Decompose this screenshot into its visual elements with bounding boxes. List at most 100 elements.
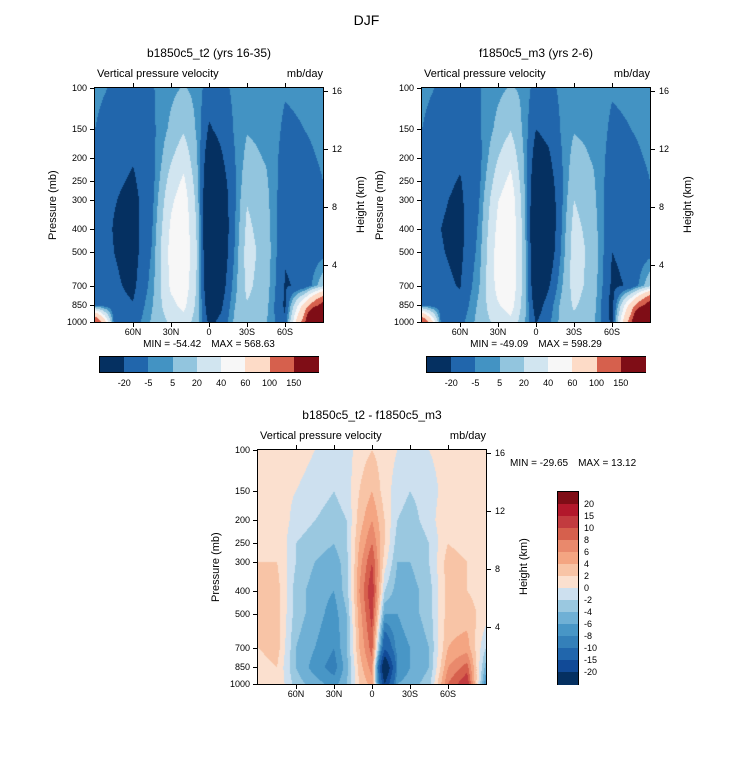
colorbar-segment bbox=[558, 588, 578, 601]
lat-tick-label: 0 bbox=[206, 327, 212, 337]
colorbar-tick-label: 4 bbox=[584, 559, 590, 569]
colorbar-segment bbox=[558, 648, 578, 661]
colorbar-segment bbox=[523, 357, 549, 372]
colorbar-tick-label: 2 bbox=[584, 571, 590, 581]
pressure-tick-label: 150 bbox=[71, 124, 87, 135]
lat-tick-label: 60S bbox=[603, 327, 620, 337]
colorbar-tick-label: 40 bbox=[543, 378, 554, 388]
height-tickmark bbox=[487, 569, 491, 570]
pressure-tick-label: 250 bbox=[234, 538, 250, 549]
pressure-tickmark bbox=[253, 667, 257, 668]
lat-tickmark bbox=[372, 445, 373, 449]
variable-label: Vertical pressure velocity bbox=[97, 68, 219, 80]
lat-tickmark bbox=[612, 83, 613, 87]
colorbar-tick-label: -5 bbox=[471, 378, 480, 388]
minmax-stats: MIN = -29.65 MAX = 13.12 bbox=[510, 458, 720, 472]
height-tick-label: 16 bbox=[495, 448, 506, 458]
pressure-tick-label: 100 bbox=[398, 83, 414, 93]
pressure-tick-label: 400 bbox=[398, 223, 414, 234]
lat-tick-label: 0 bbox=[369, 689, 375, 699]
colorbar-segment bbox=[558, 600, 578, 613]
pressure-tick-label: 100 bbox=[71, 83, 87, 93]
colorbar-segment bbox=[548, 357, 573, 372]
heatmap-canvas bbox=[95, 88, 323, 322]
pressure-tick-label: 700 bbox=[398, 280, 414, 291]
colorbar-tick-label: 60 bbox=[240, 378, 251, 388]
units-label: mb/day bbox=[286, 68, 323, 80]
lat-tickmark bbox=[448, 445, 449, 449]
height-tickmark bbox=[651, 207, 655, 208]
lat-tick-label: 30N bbox=[325, 689, 343, 699]
lat-tickmark bbox=[209, 323, 210, 327]
pressure-tickmark bbox=[253, 491, 257, 492]
lat-tickmark bbox=[133, 83, 134, 87]
height-tick-label: 8 bbox=[495, 564, 501, 575]
colorbar-segment bbox=[558, 492, 578, 505]
colorbar bbox=[99, 356, 319, 373]
pressure-tickmark bbox=[90, 305, 94, 306]
lat-tickmark bbox=[296, 685, 297, 689]
pressure-tick-label: 300 bbox=[71, 194, 87, 205]
colorbar-tick-label: 100 bbox=[589, 378, 605, 388]
pressure-tick-label: 100 bbox=[234, 445, 250, 455]
colorbar-tick-label: -20 bbox=[444, 378, 458, 388]
lat-tickmark bbox=[536, 323, 537, 327]
colorbar-tick-label: 8 bbox=[584, 535, 590, 545]
pressure-tickmark bbox=[417, 322, 421, 323]
lat-tick-label: 60S bbox=[276, 327, 293, 337]
pressure-tickmark bbox=[417, 305, 421, 306]
colorbar-segment bbox=[124, 357, 150, 372]
colorbar-segment bbox=[100, 357, 125, 372]
lat-tickmark bbox=[171, 323, 172, 327]
colorbar-segment bbox=[172, 357, 198, 372]
pressure-tickmark bbox=[253, 648, 257, 649]
colorbar-segment bbox=[427, 357, 452, 372]
pressure-tick-label: 200 bbox=[71, 153, 87, 164]
colorbar-segment bbox=[558, 612, 578, 625]
colorbar-segment bbox=[558, 564, 578, 577]
colorbar-tick-label: -10 bbox=[584, 643, 598, 653]
pressure-tick-label: 300 bbox=[234, 556, 250, 567]
pressure-tick-label: 1000 bbox=[66, 317, 87, 327]
height-tick-label: 16 bbox=[659, 86, 670, 96]
max-value: MAX = 13.12 bbox=[578, 458, 637, 469]
colorbar-tick-label: -2 bbox=[584, 595, 593, 605]
height-tick-label: 4 bbox=[495, 622, 501, 633]
height-tickmark bbox=[324, 149, 328, 150]
pressure-tick-label: 1000 bbox=[229, 679, 250, 689]
panel-title: f1850c5_m3 (yrs 2-6) bbox=[478, 46, 594, 60]
lat-tickmark bbox=[574, 323, 575, 327]
colorbar-segment bbox=[558, 552, 578, 565]
colorbar-tick-label: 150 bbox=[286, 378, 302, 388]
pressure-tickmark bbox=[90, 200, 94, 201]
pressure-tickmark bbox=[90, 181, 94, 182]
min-value: MIN = -29.65 bbox=[510, 458, 569, 469]
pressure-tick-label: 700 bbox=[71, 280, 87, 291]
pressure-tick-label: 400 bbox=[71, 223, 87, 234]
lat-tickmark bbox=[498, 323, 499, 327]
pressure-tickmark bbox=[253, 591, 257, 592]
lat-tick-label: 30S bbox=[238, 327, 255, 337]
lat-tickmark bbox=[460, 83, 461, 87]
lat-tickmark bbox=[460, 323, 461, 327]
pressure-tickmark bbox=[417, 181, 421, 182]
pressure-tickmark bbox=[90, 129, 94, 130]
pressure-tick-label: 850 bbox=[398, 300, 414, 311]
height-tickmark bbox=[324, 91, 328, 92]
lat-tickmark bbox=[285, 323, 286, 327]
heatmap-plot bbox=[94, 87, 324, 323]
variable-label: Vertical pressure velocity bbox=[260, 430, 382, 442]
pressure-tickmark bbox=[417, 229, 421, 230]
height-tick-label: 12 bbox=[332, 143, 343, 154]
pressure-tick-label: 150 bbox=[398, 124, 414, 135]
pressure-tickmark bbox=[90, 322, 94, 323]
min-value: MIN = -49.09 bbox=[470, 339, 529, 350]
lat-tickmark bbox=[171, 83, 172, 87]
units-label: mb/day bbox=[449, 430, 486, 442]
height-tickmark bbox=[324, 207, 328, 208]
max-value: MAX = 598.29 bbox=[538, 339, 602, 350]
colorbar-tick-label: 150 bbox=[613, 378, 629, 388]
height-tickmark bbox=[651, 265, 655, 266]
